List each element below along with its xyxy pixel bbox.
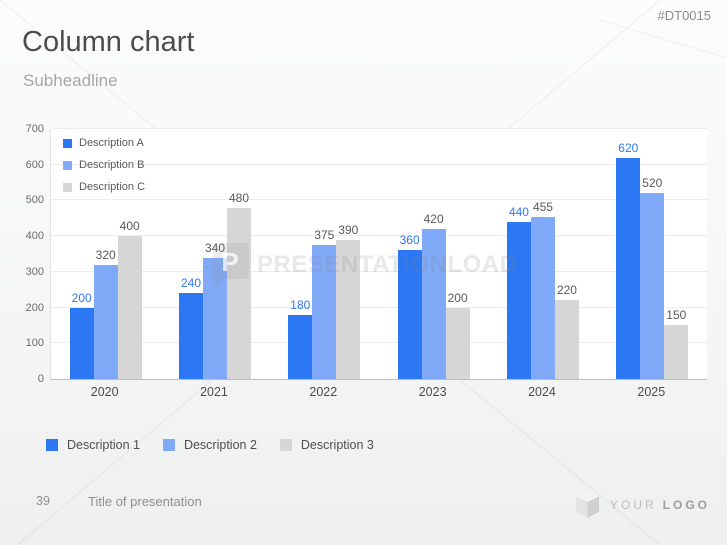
bottom-legend-label-3: Description 3 [300, 438, 374, 452]
x-tick-label: 2023 [418, 385, 447, 399]
bar-value-label: 320 [95, 247, 116, 262]
bar-value-label: 220 [556, 283, 577, 298]
template-code: #DT0015 [657, 8, 711, 23]
y-tick-label: 0 [37, 373, 44, 385]
your-logo: YOUR LOGO [575, 491, 710, 519]
legend-item-b: Description B [63, 158, 145, 172]
bottom-legend-label-2: Description 2 [183, 438, 257, 452]
legend-swatch-b [63, 160, 72, 170]
bar-value-label: 360 [399, 233, 420, 248]
bar: 440 [506, 205, 531, 379]
bar: 320 [93, 248, 118, 379]
bar-value-label: 420 [423, 212, 444, 226]
legend-swatch-a [63, 138, 72, 148]
cube-logo-icon [575, 491, 599, 518]
gridline [51, 342, 707, 344]
bar: 620 [616, 141, 641, 379]
bar: 200 [69, 291, 94, 379]
legend-label-c: Description C [79, 181, 146, 193]
y-tick-label: 100 [25, 337, 44, 350]
gridline [51, 199, 707, 201]
bar-group-2025: 620 520 150 [598, 129, 707, 379]
gridline [51, 163, 707, 165]
bar-value-label: 440 [508, 204, 529, 219]
bar-groups: 200 320 400 240 340 480 180 375 390 360 420 200 440 4… [51, 129, 707, 379]
slide-title: Column chart [22, 26, 195, 58]
bar: 400 [117, 219, 142, 379]
y-tick-label: 300 [25, 265, 44, 278]
bar-value-label: 480 [228, 190, 249, 205]
footer-presentation-title: Title of presentation [88, 494, 202, 509]
logo-word-your: YOUR [609, 498, 657, 512]
bar-value-label: 200 [71, 290, 92, 305]
x-tick-label: 2020 [90, 385, 119, 399]
bottom-legend-item-1: Description 1 [46, 438, 140, 452]
gridline [51, 128, 707, 129]
bar-value-label: 520 [642, 176, 663, 191]
x-tick-label: 2021 [200, 385, 228, 399]
x-axis: 2020 2021 2022 2023 2024 2025 [50, 385, 706, 399]
y-tick-label: 500 [25, 194, 44, 207]
gridline [51, 235, 707, 237]
legend-label-a: Description A [79, 137, 144, 149]
bar: 340 [202, 241, 227, 379]
x-tick-label: 2022 [309, 385, 338, 399]
bottom-legend-swatch-2 [162, 439, 175, 451]
bar-value-label: 620 [618, 140, 639, 155]
y-tick-label: 700 [25, 123, 44, 135]
bar: 480 [226, 191, 251, 379]
bar: 220 [554, 283, 579, 379]
logo-text: YOUR LOGO [610, 498, 710, 512]
bar: 455 [530, 200, 555, 379]
bar-value-label: 340 [204, 240, 225, 255]
gridline [51, 270, 707, 272]
legend-item-a: Description A [63, 136, 145, 150]
bar-group-2022: 180 375 390 [270, 129, 379, 379]
y-axis: 0 100 200 300 400 500 600 700 [12, 123, 44, 385]
bar: 360 [397, 233, 422, 379]
bottom-legend-swatch-1 [46, 439, 58, 451]
y-tick-label: 600 [25, 158, 44, 171]
bar: 180 [288, 298, 313, 379]
chart-legend: Description A Description B Description … [63, 136, 145, 202]
bar-group-2021: 240 340 480 [160, 129, 269, 379]
bar-value-label: 150 [666, 308, 687, 323]
slide-subtitle: Subheadline [23, 71, 118, 90]
bottom-legend-label-1: Description 1 [67, 438, 140, 452]
bottom-legend-item-2: Description 2 [162, 438, 257, 452]
bar-value-label: 455 [532, 199, 553, 214]
bar-value-label: 390 [338, 222, 359, 237]
bar-value-label: 180 [290, 297, 311, 312]
bar: 375 [312, 228, 337, 379]
bar: 240 [178, 276, 203, 379]
bar: 420 [421, 212, 446, 379]
legend-swatch-c [63, 182, 72, 192]
page-number: 39 [36, 494, 50, 508]
gridline [51, 306, 707, 308]
bar-group-2023: 360 420 200 [379, 129, 488, 379]
bottom-legend-item-3: Description 3 [279, 438, 374, 452]
x-tick-label: 2024 [528, 385, 556, 399]
bar: 390 [336, 223, 361, 379]
bar-group-2024: 440 455 220 [488, 129, 597, 379]
legend-item-c: Description C [63, 180, 145, 194]
bar: 200 [445, 291, 470, 379]
bottom-legend: Description 1 Description 2 Description … [46, 438, 397, 452]
bar: 520 [640, 176, 665, 379]
bar-value-label: 400 [119, 219, 140, 234]
bar-value-label: 375 [314, 228, 335, 243]
plot-area: 200 320 400 240 340 480 180 375 390 360 420 200 440 4… [50, 128, 707, 380]
x-tick-label: 2025 [637, 385, 666, 399]
bar-value-label: 240 [180, 276, 201, 291]
bar-value-label: 200 [447, 290, 468, 305]
bar: 150 [664, 308, 689, 379]
bar-group-2020: 200 320 400 [51, 129, 160, 379]
y-tick-label: 200 [25, 301, 44, 314]
logo-word-logo: LOGO [662, 498, 710, 512]
legend-label-b: Description B [79, 159, 145, 171]
y-tick-label: 400 [25, 230, 44, 243]
bottom-legend-swatch-3 [279, 439, 292, 451]
